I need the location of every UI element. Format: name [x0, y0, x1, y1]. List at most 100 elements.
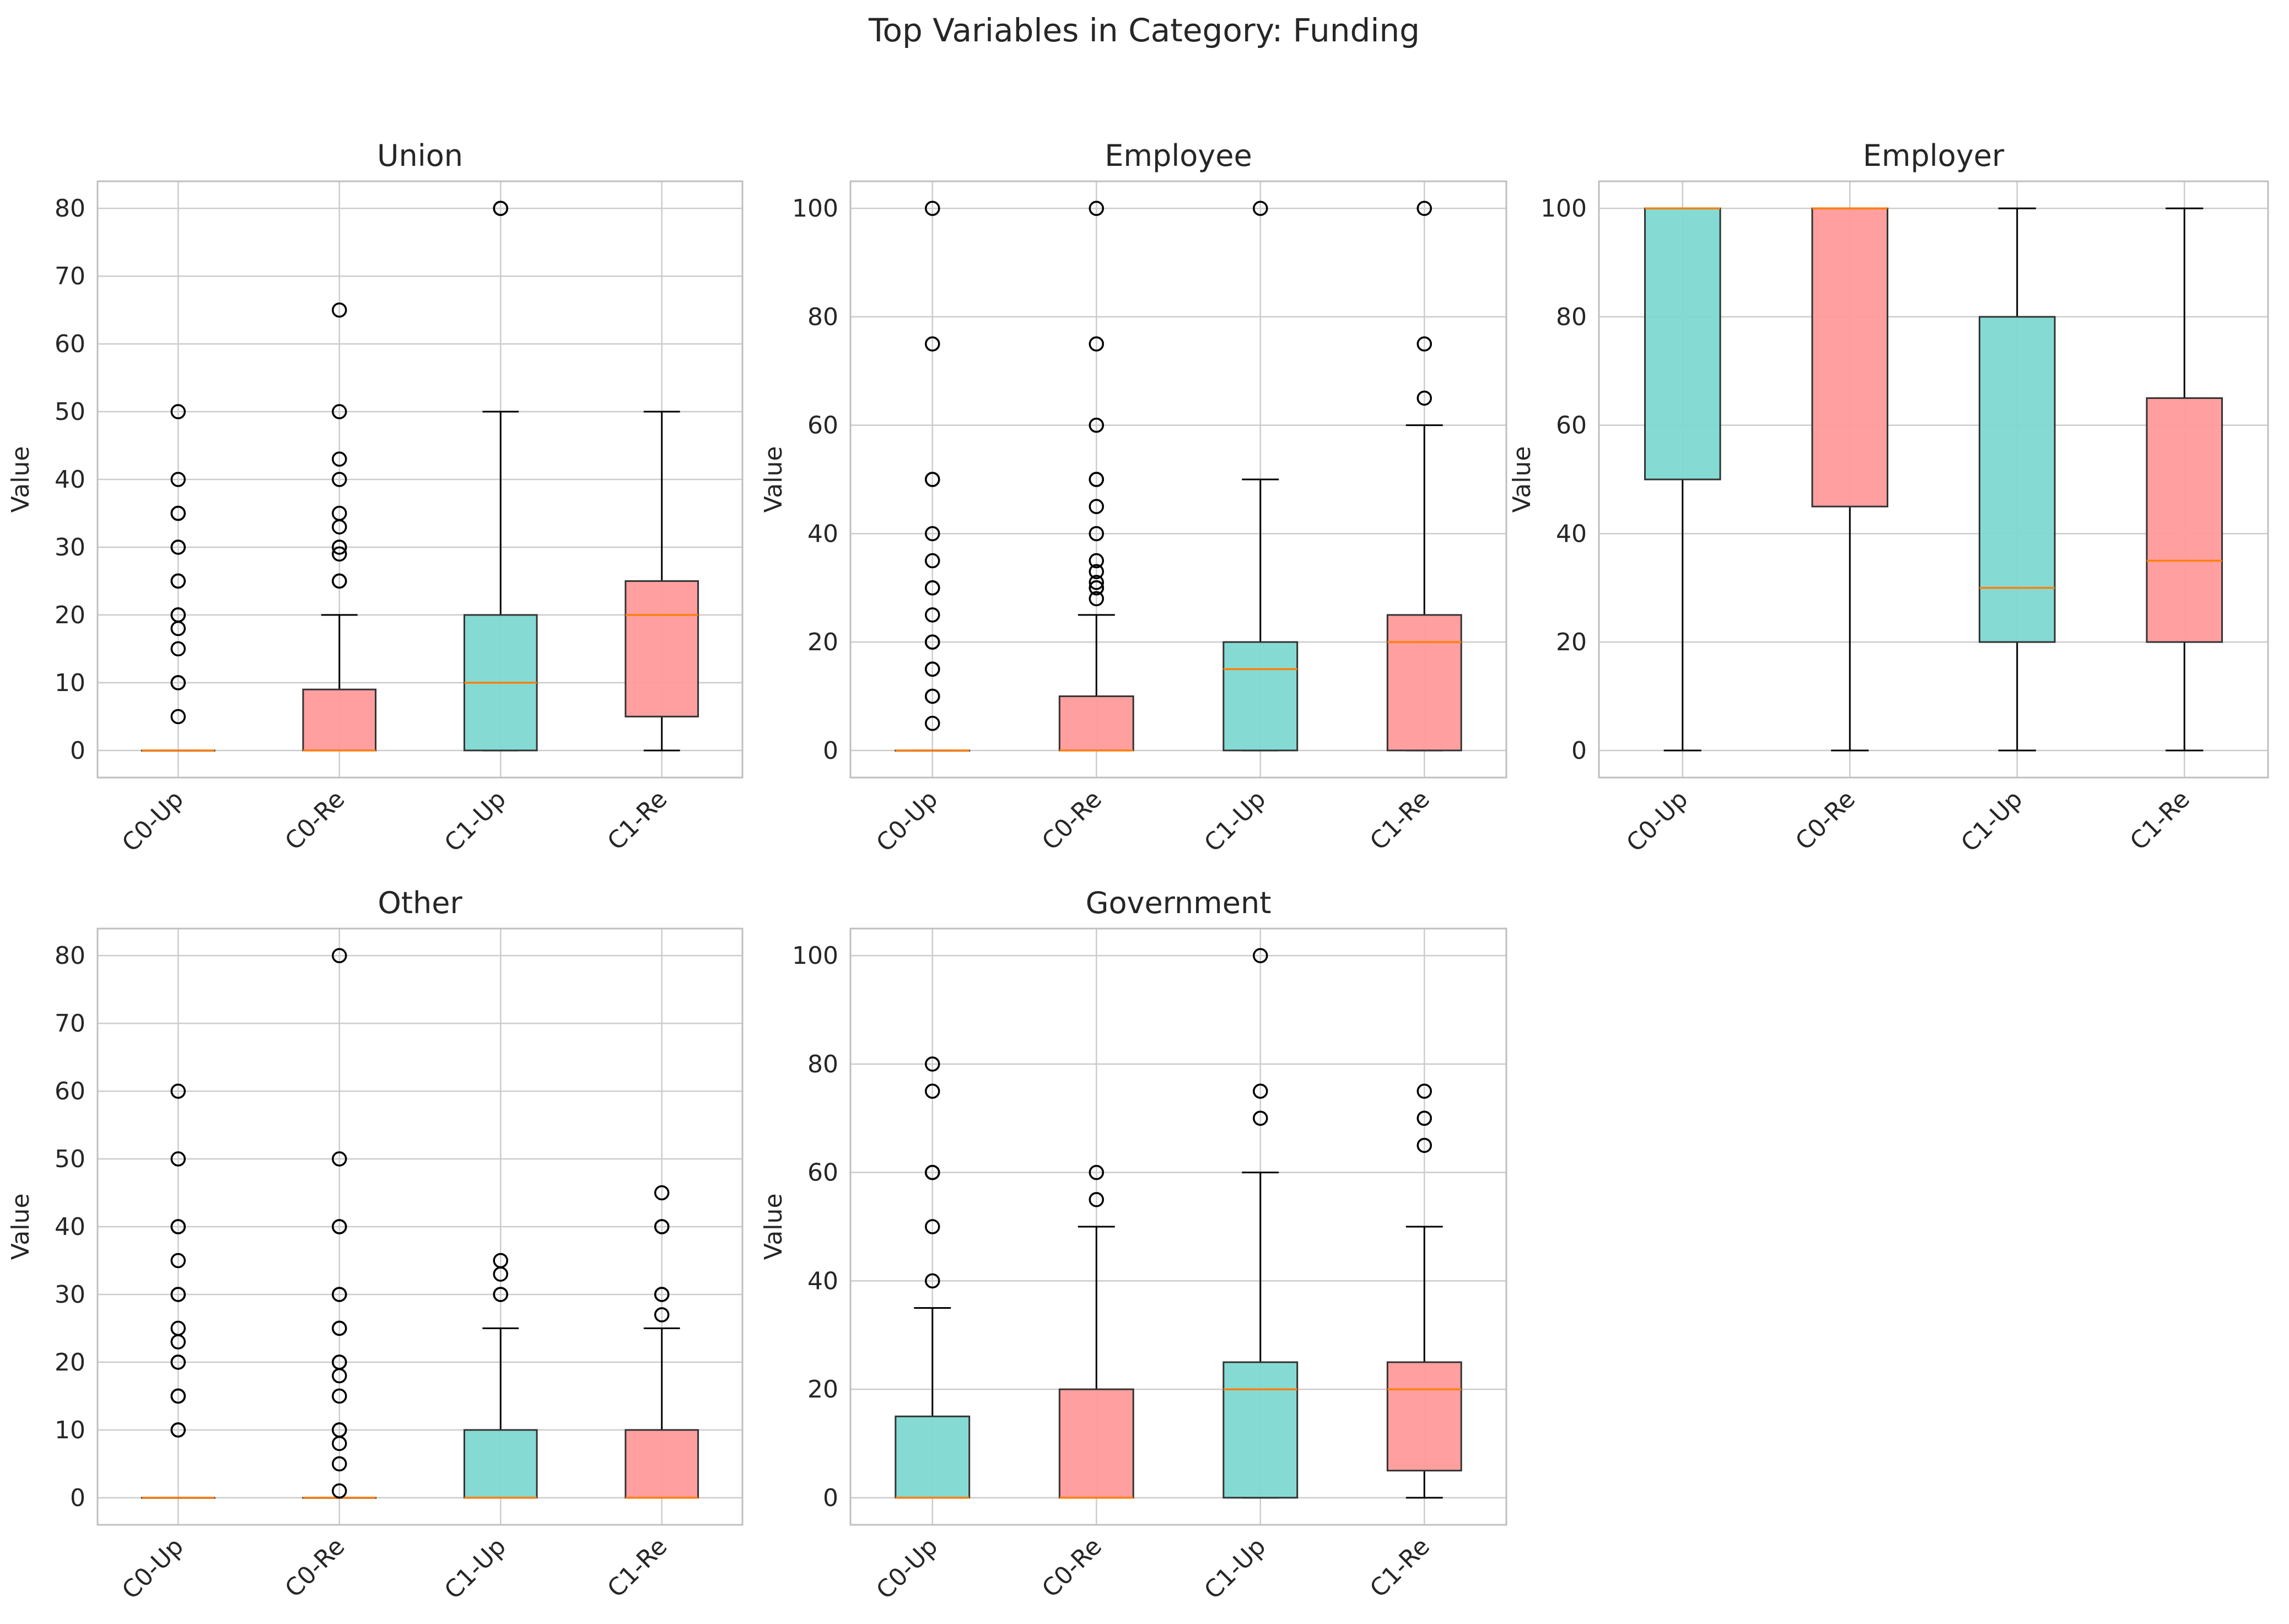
box-C1-Up: [1222, 948, 1299, 1499]
subplot-0: 0 10 20 30 40 50 60 70 80 C0-Up C0-Re C1-Up C1-Re Uni…: [7, 138, 744, 857]
y-tick-label: 20: [807, 628, 838, 656]
y-tick-label: 40: [1556, 520, 1587, 548]
outlier-point: [654, 1287, 670, 1302]
x-tick-label: C0-Re: [1037, 785, 1107, 856]
y-tick-label: 0: [70, 737, 85, 765]
outlier-point: [925, 607, 940, 623]
outlier-point: [1089, 553, 1104, 569]
box-C0-Re: [302, 302, 377, 752]
iqr-box: [624, 580, 699, 717]
iqr-box: [1222, 1361, 1299, 1499]
outlier-point: [1089, 591, 1104, 607]
x-tick-label: C1-Up: [1199, 785, 1271, 857]
outlier-point: [925, 634, 940, 650]
outlier-point: [925, 688, 940, 704]
y-tick-label: 30: [55, 533, 85, 562]
outlier-point: [170, 607, 186, 623]
subplot-2: 0 20 40 60 80 100 C0-Up C0-Re C1-Up C1-Re Employer…: [1508, 138, 2269, 857]
outlier-point: [1089, 526, 1104, 542]
outlier-point: [170, 539, 186, 555]
y-tick-label: 100: [1541, 195, 1587, 223]
y-tick-label: 0: [823, 1484, 838, 1512]
outlier-point: [1417, 1137, 1432, 1153]
x-tick-label: C1-Re: [602, 1533, 672, 1603]
box-C0-Re: [1811, 207, 1889, 752]
y-axis-label: Value: [1508, 446, 1536, 513]
subplot-title: Union: [377, 138, 463, 173]
box-C0-Up: [895, 1056, 971, 1499]
outlier-point: [1253, 201, 1268, 216]
axes-frame: [96, 180, 744, 779]
box-C0-Up: [1644, 207, 1721, 752]
iqr-box: [1386, 614, 1462, 752]
outlier-point: [925, 201, 940, 216]
outlier-point: [1089, 201, 1104, 216]
box-C0-Up: [141, 1083, 216, 1499]
y-tick-label: 60: [807, 1159, 838, 1187]
box-C1-Re: [624, 1185, 699, 1499]
subplot-title: Other: [378, 886, 462, 920]
box-C0-Re: [1058, 201, 1134, 752]
box-C0-Re: [302, 948, 377, 1499]
outlier-point: [170, 1355, 186, 1370]
outlier-point: [493, 1287, 508, 1302]
outlier-point: [332, 505, 347, 521]
outlier-point: [493, 1253, 508, 1269]
x-tick-label: C0-Re: [279, 1533, 350, 1603]
x-tick-label: C1-Re: [602, 785, 672, 856]
outlier-point: [925, 661, 940, 677]
y-tick-label: 80: [1556, 303, 1587, 331]
iqr-box: [463, 1429, 538, 1499]
outlier-point: [1089, 499, 1104, 514]
outlier-point: [170, 472, 186, 487]
iqr-box: [1058, 1388, 1134, 1499]
outlier-point: [332, 1355, 347, 1370]
outlier-point: [170, 1320, 186, 1336]
y-axis-label: Value: [7, 1194, 35, 1260]
outlier-point: [925, 553, 940, 569]
x-tick-label: C0-Up: [117, 785, 189, 857]
outlier-point: [332, 1151, 347, 1167]
outlier-point: [1089, 580, 1104, 596]
axes-frame: [849, 180, 1507, 779]
outlier-point: [332, 539, 347, 555]
box-C1-Up: [463, 201, 538, 752]
subplot-title: Government: [1086, 886, 1272, 920]
y-tick-label: 100: [792, 195, 838, 223]
outlier-point: [925, 580, 940, 596]
box-C1-Re: [1386, 201, 1462, 752]
outlier-point: [170, 404, 186, 419]
axes-frame: [96, 927, 744, 1526]
iqr-box: [302, 688, 377, 752]
y-tick-label: 20: [1556, 628, 1587, 656]
outlier-point: [1089, 472, 1104, 487]
outlier-point: [1089, 417, 1104, 433]
y-axis-label: Value: [760, 446, 788, 513]
outlier-point: [493, 201, 508, 216]
y-tick-label: 80: [55, 195, 85, 223]
y-tick-label: 0: [70, 1484, 85, 1512]
y-tick-label: 10: [55, 1416, 85, 1444]
y-tick-label: 20: [55, 1348, 85, 1377]
outlier-point: [332, 1483, 347, 1499]
box-C1-Up: [1222, 201, 1299, 752]
y-tick-label: 80: [55, 942, 85, 970]
outlier-point: [332, 573, 347, 589]
x-tick-label: C1-Re: [2125, 785, 2195, 856]
y-tick-label: 60: [55, 1077, 85, 1105]
x-tick-label: C1-Up: [439, 1533, 511, 1605]
iqr-box: [1222, 641, 1299, 752]
outlier-point: [1417, 336, 1432, 352]
y-axis-label: Value: [7, 446, 35, 513]
outlier-point: [654, 1185, 670, 1201]
outlier-point: [1253, 1110, 1268, 1126]
box-C1-Re: [1386, 1083, 1462, 1499]
outlier-point: [332, 546, 347, 562]
box-C1-Up: [1978, 207, 2056, 752]
outlier-point: [170, 505, 186, 521]
y-tick-label: 0: [823, 737, 838, 765]
outlier-point: [332, 302, 347, 318]
outlier-point: [332, 1287, 347, 1302]
outlier-point: [170, 675, 186, 690]
